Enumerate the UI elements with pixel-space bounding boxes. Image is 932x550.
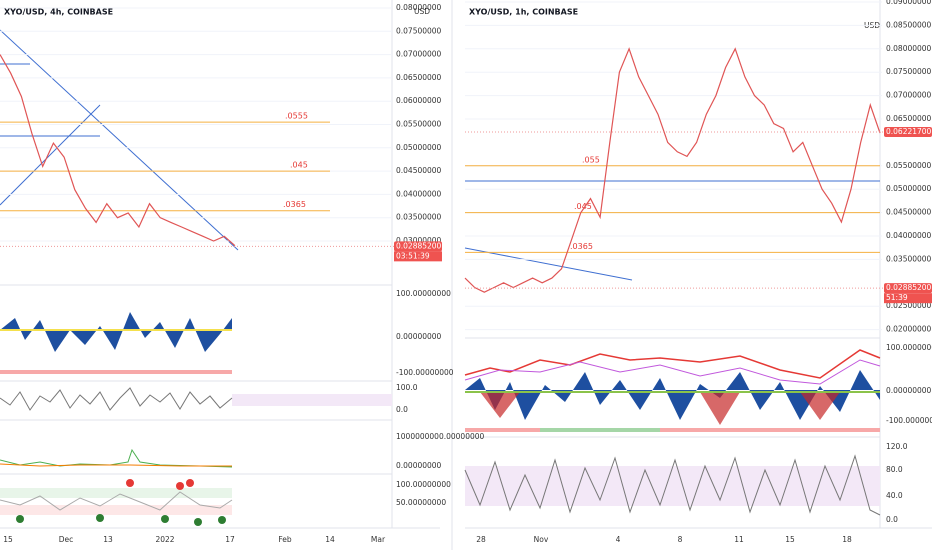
chart-title: XYO/USD, 4h, COINBASE — [4, 8, 113, 17]
level-label: .0555 — [285, 112, 308, 121]
price-badge — [884, 283, 932, 294]
indicator-axis-label: 100.0 — [396, 383, 418, 392]
indicator-axis-label: 0.0 — [396, 405, 408, 414]
indicator-axis-label: -100.00000000 — [396, 368, 454, 377]
x-axis-label: Dec — [59, 535, 74, 544]
indicator-axis-label: 100.00000000 — [396, 289, 451, 298]
indicator-axis-label: 120.0 — [886, 442, 908, 451]
price-tick-label: 0.07000000 — [396, 50, 442, 59]
x-axis-label: 15 — [785, 535, 795, 544]
price-tick-label: 0.06500000 — [396, 73, 442, 82]
indicator-axis-label: 100.00000000 — [396, 480, 451, 489]
price-tick-label: 0.06500000 — [886, 114, 932, 123]
price-tick-label: 0.09000000 — [886, 0, 932, 6]
price-tick-label: 0.05500000 — [886, 161, 932, 170]
x-axis-label: 8 — [678, 535, 683, 544]
price-tick-label: 0.04500000 — [396, 166, 442, 175]
x-axis-label: Mar — [371, 535, 386, 544]
indicator-axis-label: 0.00000000 — [886, 386, 932, 395]
countdown: 03:51:39 — [396, 251, 430, 260]
level-label: .0365 — [570, 242, 593, 251]
price-tick-label: 0.07000000 — [886, 91, 932, 100]
indicator-axis-label: 50.00000000 — [396, 498, 446, 507]
price-line — [0, 54, 236, 247]
indicator-axis-label: 100.00000000 — [886, 343, 932, 352]
price-tick-label: 0.03000000 — [396, 236, 442, 245]
level-label: .045 — [290, 161, 308, 170]
indicator-axis-label: -100.00000000 — [886, 416, 932, 425]
price-tick-label: 0.07500000 — [886, 67, 932, 76]
price-tick-label: 0.08500000 — [886, 20, 932, 29]
indicator-right — [464, 349, 881, 516]
price-tick-label: 0.03500000 — [396, 213, 442, 222]
price-tick-label: 0.02000000 — [886, 325, 932, 334]
price-tick-label: 0.07500000 — [396, 26, 442, 35]
currency: USD — [414, 7, 430, 16]
indicator-axis-label: 1000000000.00000000 — [396, 432, 485, 441]
x-axis-label: 28 — [476, 535, 486, 544]
x-axis-label: Feb — [278, 535, 292, 544]
x-axis-label: 13 — [103, 535, 113, 544]
price-tick-label: 0.08000000 — [396, 3, 442, 12]
indicator-axis-label: 0.0 — [886, 515, 898, 524]
level-label: .045 — [574, 202, 592, 211]
price-tick-label: 0.05000000 — [396, 143, 442, 152]
level-label: .055 — [582, 155, 600, 164]
x-axis-label: 2022 — [155, 535, 174, 544]
chart-title: XYO/USD, 1h, COINBASE — [469, 8, 578, 17]
price-tick-label: 0.05500000 — [396, 120, 442, 129]
price-tick-label: 0.06000000 — [396, 96, 442, 105]
price-tick-label: 0.04000000 — [886, 231, 932, 240]
countdown: 51:39 — [886, 293, 908, 302]
indicator-axis-label: 0.00000000 — [396, 332, 442, 341]
trend-lines — [0, 29, 880, 281]
x-axis-label: 17 — [225, 535, 235, 544]
countdown-bg — [884, 293, 932, 304]
indicator-axis-label: 80.0 — [886, 465, 903, 474]
x-axis-label: 4 — [616, 535, 621, 544]
indicator-left — [0, 312, 392, 526]
price-badge — [394, 241, 442, 252]
x-axis-label: 14 — [325, 535, 335, 544]
price-tick-label: 0.04000000 — [396, 189, 442, 198]
price-tick-label: 0.02500000 — [886, 301, 932, 310]
countdown-bg — [394, 251, 442, 262]
x-axis-label: Nov — [534, 535, 549, 544]
x-axis-label: 11 — [734, 535, 744, 544]
price-line — [464, 47, 881, 293]
price-badge-label: 0.02885200 — [886, 283, 932, 292]
x-axis-label: 18 — [842, 535, 852, 544]
price-tick-label: 0.05000000 — [886, 184, 932, 193]
price-badge — [884, 127, 932, 138]
price-badge-label: 0.02885200 — [396, 241, 442, 250]
price-tick-label: 0.04500000 — [886, 208, 932, 217]
price-tick-label: 0.08000000 — [886, 44, 932, 53]
level-label: .0365 — [283, 200, 306, 209]
price-badge-label: 0.06221700 — [886, 127, 932, 136]
price-tick-label: 0.03500000 — [886, 254, 932, 263]
indicator-axis-label: 40.0 — [886, 491, 903, 500]
indicator-axis-label: 0.00000000 — [396, 461, 442, 470]
x-axis-label: 15 — [3, 535, 13, 544]
